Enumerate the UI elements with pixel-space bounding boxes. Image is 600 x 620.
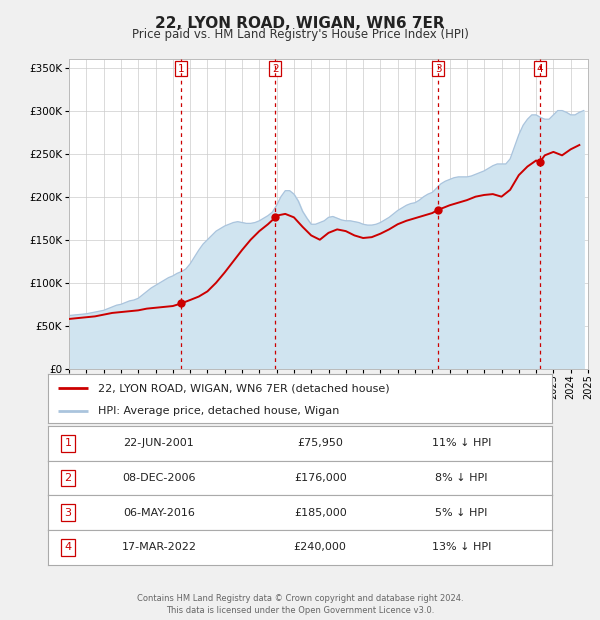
Text: 22-JUN-2001: 22-JUN-2001 bbox=[124, 438, 194, 448]
Text: £240,000: £240,000 bbox=[294, 542, 347, 552]
Text: £176,000: £176,000 bbox=[294, 473, 347, 483]
Text: HPI: Average price, detached house, Wigan: HPI: Average price, detached house, Wiga… bbox=[98, 405, 340, 416]
Text: Contains HM Land Registry data © Crown copyright and database right 2024.
This d: Contains HM Land Registry data © Crown c… bbox=[137, 594, 463, 615]
Text: 1: 1 bbox=[178, 63, 184, 74]
Text: 06-MAY-2016: 06-MAY-2016 bbox=[123, 508, 195, 518]
Text: 1: 1 bbox=[65, 438, 71, 448]
Text: 5% ↓ HPI: 5% ↓ HPI bbox=[435, 508, 487, 518]
Text: £75,950: £75,950 bbox=[297, 438, 343, 448]
Text: 13% ↓ HPI: 13% ↓ HPI bbox=[431, 542, 491, 552]
Text: 4: 4 bbox=[536, 63, 543, 74]
Text: 8% ↓ HPI: 8% ↓ HPI bbox=[435, 473, 488, 483]
Text: 22, LYON ROAD, WIGAN, WN6 7ER: 22, LYON ROAD, WIGAN, WN6 7ER bbox=[155, 16, 445, 30]
Text: 2: 2 bbox=[65, 473, 72, 483]
Text: 11% ↓ HPI: 11% ↓ HPI bbox=[431, 438, 491, 448]
Text: 3: 3 bbox=[65, 508, 71, 518]
Text: 2: 2 bbox=[272, 63, 279, 74]
Text: 17-MAR-2022: 17-MAR-2022 bbox=[121, 542, 196, 552]
Text: 22, LYON ROAD, WIGAN, WN6 7ER (detached house): 22, LYON ROAD, WIGAN, WN6 7ER (detached … bbox=[98, 383, 390, 393]
Text: £185,000: £185,000 bbox=[294, 508, 347, 518]
Text: Price paid vs. HM Land Registry's House Price Index (HPI): Price paid vs. HM Land Registry's House … bbox=[131, 28, 469, 41]
Text: 08-DEC-2006: 08-DEC-2006 bbox=[122, 473, 196, 483]
Text: 4: 4 bbox=[65, 542, 72, 552]
Text: 3: 3 bbox=[435, 63, 442, 74]
